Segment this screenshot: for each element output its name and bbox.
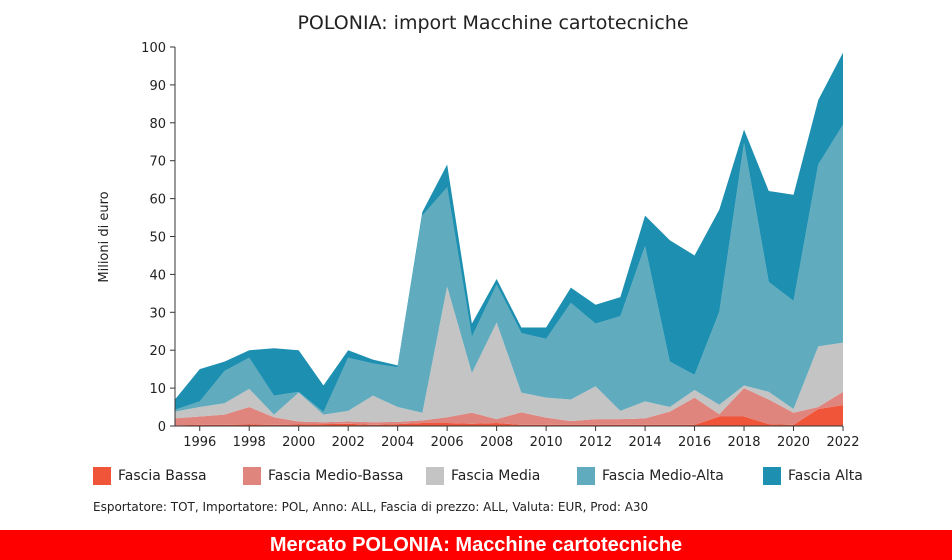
chart-canvas: POLONIA: import Macchine cartotecniche M… xyxy=(97,12,860,450)
legend-label: Fascia Bassa xyxy=(118,468,207,484)
x-tick-label: 2020 xyxy=(777,435,810,450)
x-tick-label: 2000 xyxy=(282,435,315,450)
y-tick-label: 50 xyxy=(149,231,166,246)
legend-label: Fascia Alta xyxy=(788,468,863,484)
legend-swatch xyxy=(763,467,781,485)
y-tick-label: 0 xyxy=(158,420,166,435)
x-tick-label: 1996 xyxy=(183,435,216,450)
x-tick-label: 2006 xyxy=(431,435,464,450)
legend-swatch xyxy=(577,467,595,485)
x-tick-label: 2012 xyxy=(579,435,612,450)
y-tick-label: 70 xyxy=(149,155,166,170)
legend-label: Fascia Medio-Bassa xyxy=(268,468,404,484)
x-tick-label: 2004 xyxy=(381,435,414,450)
footnote: Esportatore: TOT, Importatore: POL, Anno… xyxy=(93,500,649,514)
y-tick-label: 60 xyxy=(149,193,166,208)
y-tick-label: 20 xyxy=(149,344,166,359)
legend-item: Fascia Bassa xyxy=(93,464,207,488)
x-tick-label: 2022 xyxy=(826,435,859,450)
x-tick-label: 1998 xyxy=(233,435,266,450)
x-tick-label: 2016 xyxy=(678,435,711,450)
legend-item: Fascia Medio-Alta xyxy=(577,464,724,488)
axes-group: 0 10 20 30 40 50 60 70 80 90 100 1996 1998 2000 2002 20… xyxy=(141,41,859,450)
legend-item: Fascia Alta xyxy=(763,464,863,488)
legend-label: Fascia Media xyxy=(451,468,541,484)
area-fascia-medio-bassa xyxy=(175,388,843,426)
banner-title: Mercato POLONIA: Macchine cartotecniche xyxy=(0,530,952,560)
y-axis-label: Milioni di euro xyxy=(97,191,112,282)
area-fascia-medio-alta xyxy=(175,124,843,415)
y-tick-label: 80 xyxy=(149,117,166,132)
area-fascia-media xyxy=(175,286,843,423)
legend-item: Fascia Medio-Bassa xyxy=(243,464,403,488)
y-tick-label: 90 xyxy=(149,79,166,94)
y-tick-label: 100 xyxy=(141,41,166,56)
legend-swatch xyxy=(243,467,261,485)
x-tick-label: 2014 xyxy=(629,435,662,450)
legend-swatch xyxy=(426,467,444,485)
legend: Fascia Bassa Fascia Medio-Bassa Fascia Med… xyxy=(93,464,873,488)
area-fascia-alta xyxy=(175,52,843,412)
legend-label: Fascia Medio-Alta xyxy=(602,468,724,484)
x-tick-label: 2002 xyxy=(332,435,365,450)
y-tick-label: 10 xyxy=(149,382,166,397)
x-tick-label: 2008 xyxy=(480,435,513,450)
area-series-group xyxy=(175,52,843,426)
y-tick-label: 40 xyxy=(149,268,166,283)
x-tick-label: 2018 xyxy=(727,435,760,450)
legend-item: Fascia Media xyxy=(426,464,540,488)
x-tick-label: 2010 xyxy=(530,435,563,450)
chart-title: POLONIA: import Macchine cartotecniche xyxy=(297,12,688,34)
legend-swatch xyxy=(93,467,111,485)
y-tick-label: 30 xyxy=(149,306,166,321)
